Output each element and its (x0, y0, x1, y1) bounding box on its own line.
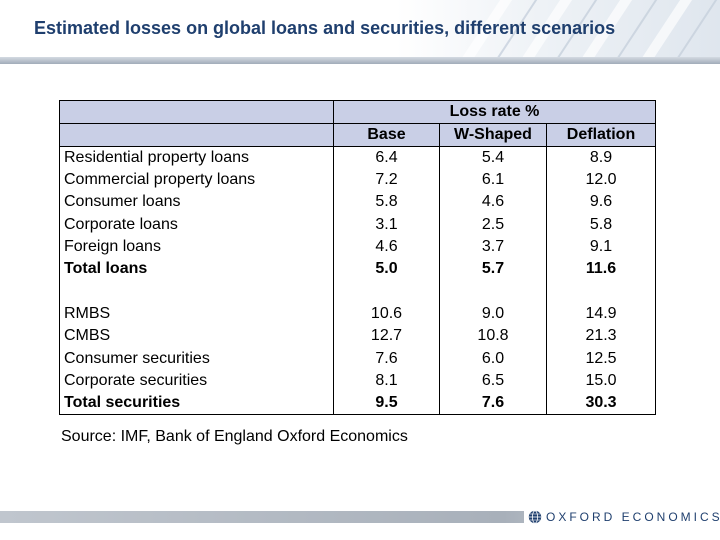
spacer-cell (545, 280, 656, 303)
value-w-shaped: 6.1 (439, 169, 547, 192)
spacer-cell (439, 280, 547, 303)
row-label: Residential property loans (64, 149, 249, 166)
source-note: Source: IMF, Bank of England Oxford Econ… (61, 428, 408, 445)
column-header-w-shaped: W-Shaped (439, 123, 547, 147)
value-w-shaped: 4.6 (439, 191, 547, 214)
header-rule (0, 57, 720, 64)
header-label-cell (59, 123, 334, 147)
value-w-shaped: 9.0 (439, 302, 547, 326)
slide-header: Estimated losses on global loans and sec… (0, 0, 720, 64)
row-label: Foreign loans (64, 238, 161, 256)
loss-rate-table: Loss rate % Base W-Shaped Deflation Resi… (59, 100, 657, 415)
table-row-total-loans: Total loans 5.0 5.7 11.6 (60, 258, 656, 281)
value-deflation: 15.0 (545, 369, 656, 392)
row-label: Corporate loans (64, 215, 178, 233)
value-base: 5.0 (333, 258, 440, 281)
loss-rate-group-header: Loss rate % (332, 100, 656, 124)
table-column-header-row: Base W-Shaped Deflation (59, 123, 656, 147)
loss-rate-table-container: Loss rate % Base W-Shaped Deflation Resi… (59, 100, 657, 415)
value-base: 5.8 (333, 191, 440, 214)
value-w-shaped: 6.5 (439, 369, 547, 392)
value-w-shaped: 3.7 (439, 235, 547, 259)
oxford-economics-logo: OXFORD ECONOMICS (524, 509, 720, 525)
value-deflation: 9.1 (545, 235, 656, 259)
column-header-base: Base (333, 123, 440, 147)
value-base: 7.6 (333, 347, 440, 370)
table-row: CMBS 12.7 10.8 21.3 (60, 325, 656, 348)
table-row: Corporate securities 8.1 6.5 15.0 (60, 369, 656, 392)
row-label: Total securities (64, 393, 181, 411)
value-deflation: 11.6 (545, 258, 656, 281)
row-label: Commercial property loans (64, 171, 256, 189)
value-base: 8.1 (333, 369, 440, 392)
value-w-shaped: 2.5 (439, 213, 547, 236)
row-label: Total loans (64, 260, 148, 278)
table-row: Consumer loans 5.8 4.6 9.6 (60, 191, 656, 214)
row-label: RMBS (64, 304, 111, 322)
value-deflation: 30.3 (545, 391, 656, 415)
value-w-shaped: 5.7 (439, 258, 547, 281)
value-w-shaped: 6.0 (439, 347, 547, 370)
value-deflation: 12.0 (545, 169, 656, 192)
value-deflation: 8.9 (545, 146, 656, 169)
table-group-header-row: Loss rate % (59, 100, 656, 124)
slide-title: Estimated losses on global loans and sec… (34, 18, 616, 38)
value-deflation: 21.3 (545, 325, 656, 348)
value-base: 6.4 (333, 146, 440, 169)
value-deflation: 5.8 (545, 213, 656, 236)
value-w-shaped: 7.6 (439, 391, 547, 415)
table-row: Commercial property loans 7.2 6.1 12.0 (60, 169, 656, 192)
value-base: 4.6 (333, 235, 440, 259)
table-row: Consumer securities 7.6 6.0 12.5 (60, 347, 656, 370)
value-base: 10.6 (333, 302, 440, 326)
header-corner-cell (59, 100, 334, 124)
value-w-shaped: 5.4 (439, 146, 547, 169)
spacer-cell (60, 280, 334, 302)
table-row: RMBS 10.6 9.0 14.9 (60, 302, 656, 326)
column-header-deflation: Deflation (545, 123, 656, 147)
row-label: Consumer securities (64, 349, 210, 367)
value-deflation: 12.5 (545, 347, 656, 370)
table-row-total-securities: Total securities 9.5 7.6 30.3 (60, 391, 656, 415)
value-base: 12.7 (333, 325, 440, 348)
value-deflation: 14.9 (545, 302, 656, 326)
table-row: Residential property loans 6.4 5.4 8.9 (60, 146, 656, 169)
table-spacer-row (60, 280, 656, 303)
value-base: 3.1 (333, 213, 440, 236)
table-row: Corporate loans 3.1 2.5 5.8 (60, 213, 656, 236)
value-base: 9.5 (333, 391, 440, 415)
globe-icon (528, 510, 542, 524)
row-label: CMBS (64, 327, 111, 345)
row-label: Consumer loans (64, 193, 181, 211)
spacer-cell (333, 280, 440, 303)
value-base: 7.2 (333, 169, 440, 192)
row-label: Corporate securities (64, 371, 208, 389)
logo-text: OXFORD ECONOMICS (546, 510, 720, 524)
table-row: Foreign loans 4.6 3.7 9.1 (60, 235, 656, 259)
value-deflation: 9.6 (545, 191, 656, 214)
value-w-shaped: 10.8 (439, 325, 547, 348)
